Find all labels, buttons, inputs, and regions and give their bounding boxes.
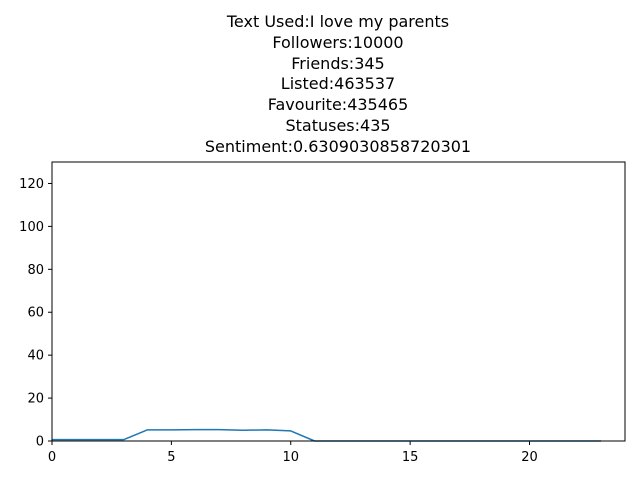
title-line-friends: Friends:345 — [291, 53, 385, 73]
x-tick-label: 20 — [521, 450, 538, 465]
title-line-statuses: Statuses:435 — [285, 115, 391, 135]
plot-area-frame — [51, 161, 626, 442]
y-tick-label: 0 — [36, 435, 44, 450]
x-tick-label: 10 — [282, 450, 299, 465]
title-line-followers: Followers:10000 — [272, 32, 404, 52]
series-layer — [52, 428, 602, 442]
y-tick-label: 100 — [19, 220, 44, 235]
title-line-listed: Listed:463537 — [280, 74, 396, 94]
x-tick-label: 5 — [167, 450, 175, 465]
y-tick-label: 60 — [27, 306, 44, 321]
series-line — [52, 428, 602, 442]
x-tick-label: 0 — [48, 450, 56, 465]
title-line-favourite: Favourite:435465 — [267, 95, 409, 115]
y-tick-label: 120 — [19, 177, 44, 192]
chart-title: Text Used:I love my parents Followers:10… — [0, 12, 640, 158]
title-line-sentiment: Sentiment:0.6309030858720301 — [204, 136, 472, 156]
y-tick-label: 20 — [27, 392, 44, 407]
y-tick-label: 40 — [27, 349, 44, 364]
axis-ticks: 0 5 10 15 20 0 20 40 60 80 100 120 — [19, 177, 538, 465]
x-tick-label: 15 — [402, 450, 419, 465]
y-tick-label: 80 — [27, 263, 44, 278]
title-line-text-used: Text Used:I love my parents — [226, 12, 450, 31]
